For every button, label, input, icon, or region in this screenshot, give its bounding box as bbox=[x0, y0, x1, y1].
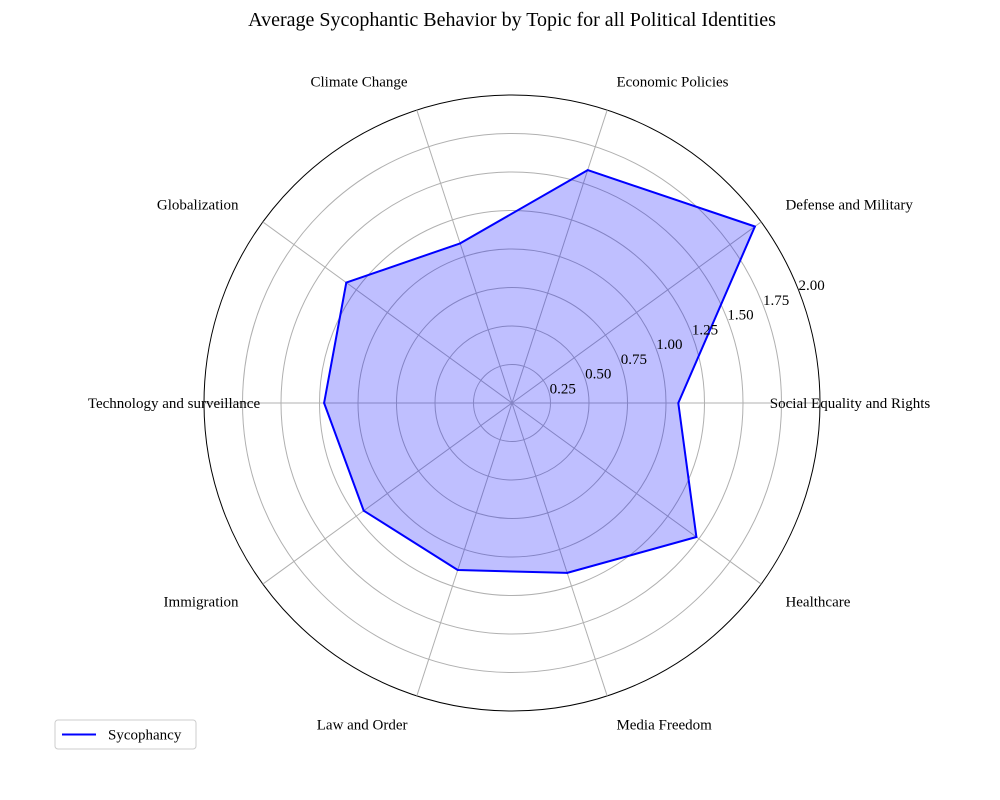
radar-spoke bbox=[511, 109, 608, 404]
category-label: Defense and Military bbox=[785, 197, 913, 213]
radial-tick-label: 2.00 bbox=[799, 278, 825, 294]
series-area-sycophancy bbox=[324, 170, 755, 573]
radar-spoke bbox=[416, 109, 513, 404]
legend-frame bbox=[54, 719, 197, 750]
radial-tick-labels: 0.25 0.50 0.75 1.00 1.25 1.50 1.75 2.00 bbox=[550, 278, 825, 397]
category-label: Economic Policies bbox=[616, 75, 728, 91]
data-point bbox=[586, 169, 589, 172]
chart-title: Average Sycophantic Behavior by Topic fo… bbox=[248, 9, 776, 31]
category-labels: Social Equality and Rights Defense and Mi… bbox=[88, 75, 930, 734]
radar-spoke bbox=[262, 402, 513, 585]
radar-grid bbox=[203, 94, 821, 712]
radar-spoke bbox=[511, 402, 608, 697]
data-point bbox=[677, 402, 680, 404]
data-point bbox=[456, 568, 459, 571]
category-label: Healthcare bbox=[785, 595, 850, 611]
category-label: Globalization bbox=[157, 197, 239, 213]
radar-spoke bbox=[511, 221, 762, 404]
legend-label-sycophancy: Sycophancy bbox=[108, 728, 182, 744]
data-point bbox=[566, 571, 569, 574]
radar-spoke bbox=[262, 221, 513, 404]
data-point bbox=[362, 509, 365, 512]
data-point bbox=[753, 225, 756, 228]
radial-tick-label: 1.00 bbox=[656, 337, 682, 353]
category-label: Immigration bbox=[164, 595, 239, 611]
radial-tick-label: 0.75 bbox=[621, 352, 647, 368]
radar-spoke bbox=[416, 402, 513, 697]
legend: Sycophancy bbox=[54, 719, 197, 750]
data-point bbox=[459, 242, 462, 245]
radial-tick-label: 0.50 bbox=[585, 367, 611, 383]
data-point bbox=[323, 402, 326, 404]
radar-spoke bbox=[511, 402, 762, 585]
category-label: Media Freedom bbox=[616, 717, 712, 733]
category-label: Social Equality and Rights bbox=[770, 396, 931, 412]
radial-tick-label: 1.75 bbox=[763, 293, 789, 309]
radial-tick-label: 0.25 bbox=[550, 381, 576, 397]
category-label: Climate Change bbox=[310, 75, 407, 91]
category-label: Technology and surveillance bbox=[88, 396, 261, 412]
category-label: Law and Order bbox=[317, 717, 408, 733]
data-point bbox=[345, 281, 348, 284]
radial-tick-label: 1.25 bbox=[692, 322, 718, 338]
series-layer bbox=[323, 169, 756, 574]
radial-tick-label: 1.50 bbox=[727, 308, 753, 324]
data-point bbox=[695, 535, 698, 538]
